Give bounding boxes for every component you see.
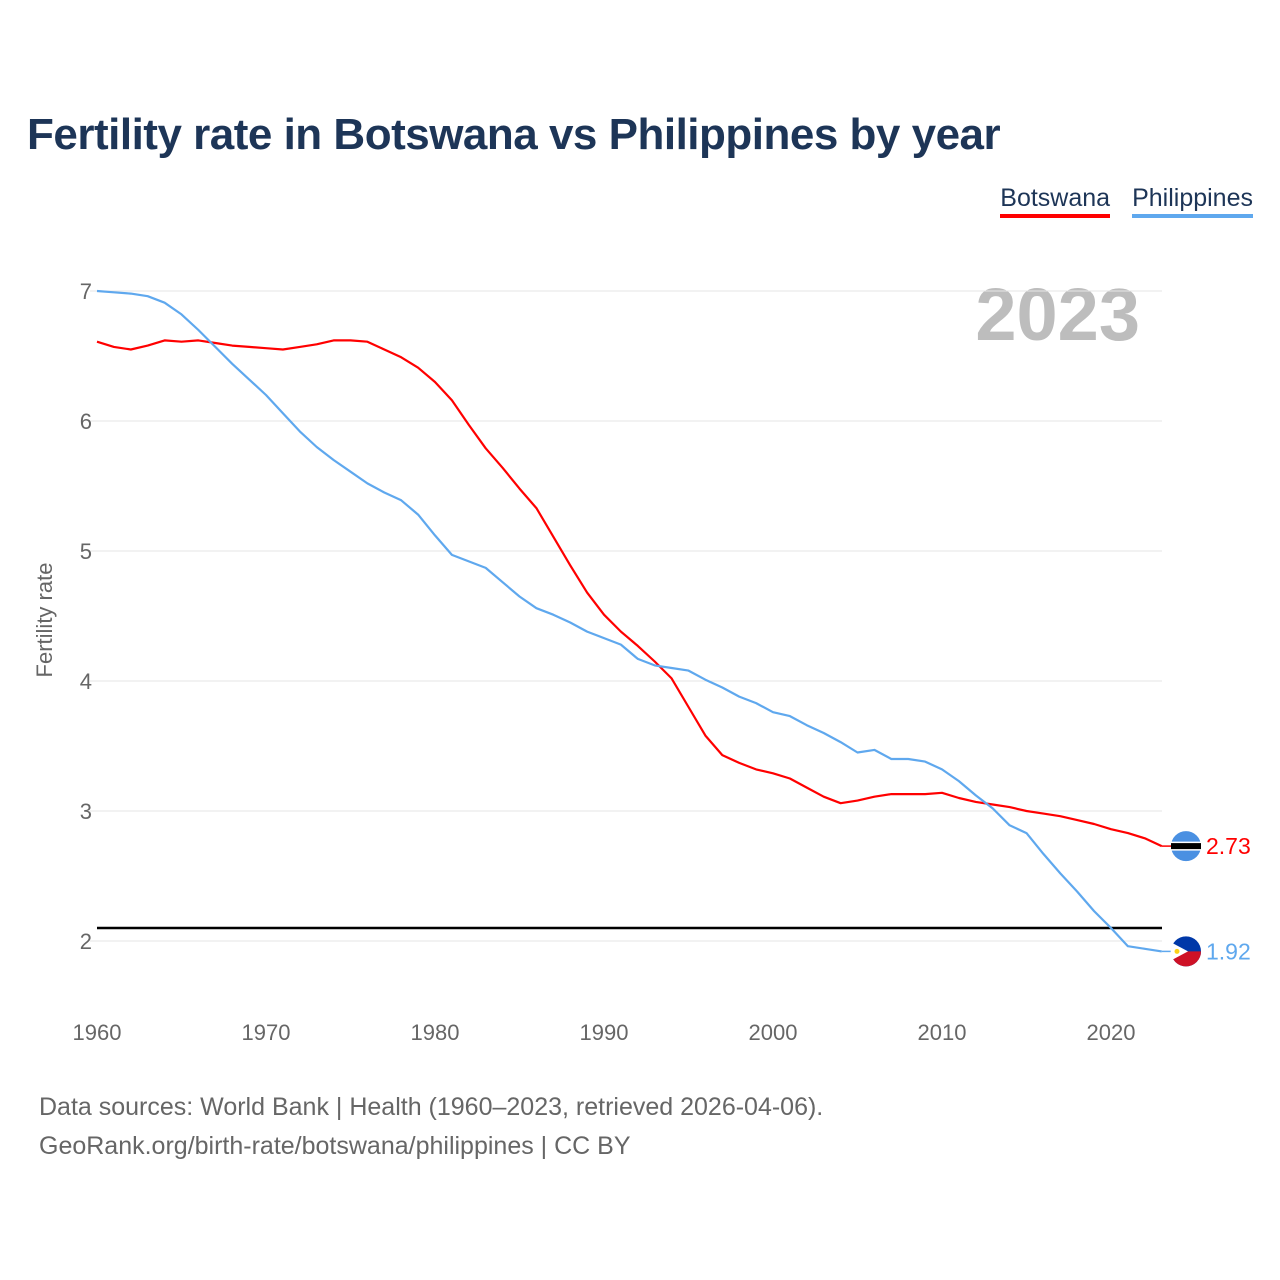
y-tick-label: 3 — [80, 799, 92, 824]
y-axis-label: Fertility rate — [32, 563, 57, 678]
end-value-label-botswana: 2.73 — [1206, 833, 1251, 859]
x-tick-label: 1970 — [242, 1020, 291, 1045]
x-tick-label: 1960 — [73, 1020, 122, 1045]
x-tick-label: 2010 — [918, 1020, 967, 1045]
chart-title: Fertility rate in Botswana vs Philippine… — [27, 110, 1001, 159]
year-watermark: 2023 — [975, 273, 1140, 356]
x-tick-label: 2000 — [749, 1020, 798, 1045]
source-link[interactable]: GeoRank.org/birth-rate/botswana/philippi… — [39, 1132, 631, 1160]
y-tick-label: 2 — [80, 929, 92, 954]
philippines-flag-icon — [1170, 936, 1201, 967]
series-line-philippines — [96, 289, 1162, 953]
y-tick-label: 5 — [80, 539, 92, 564]
x-tick-label: 1980 — [411, 1020, 460, 1045]
x-tick-label: 2020 — [1087, 1020, 1136, 1045]
series-line-botswana — [96, 339, 1163, 848]
source-text: Data sources: World Bank | Health (1960–… — [39, 1093, 824, 1121]
y-tick-label: 7 — [80, 279, 92, 304]
y-tick-label: 6 — [80, 409, 92, 434]
legend: Botswana Philippines — [1000, 184, 1253, 218]
botswana-flag-icon — [1171, 831, 1201, 862]
legend-botswana[interactable]: Botswana — [1000, 184, 1111, 218]
x-tick-label: 1990 — [580, 1020, 629, 1045]
legend-philippines[interactable]: Philippines — [1132, 184, 1253, 218]
footer: Data sources: World Bank | Health (1960–… — [39, 1088, 823, 1166]
end-value-label-philippines: 1.92 — [1206, 938, 1251, 964]
y-tick-label: 4 — [80, 669, 92, 694]
